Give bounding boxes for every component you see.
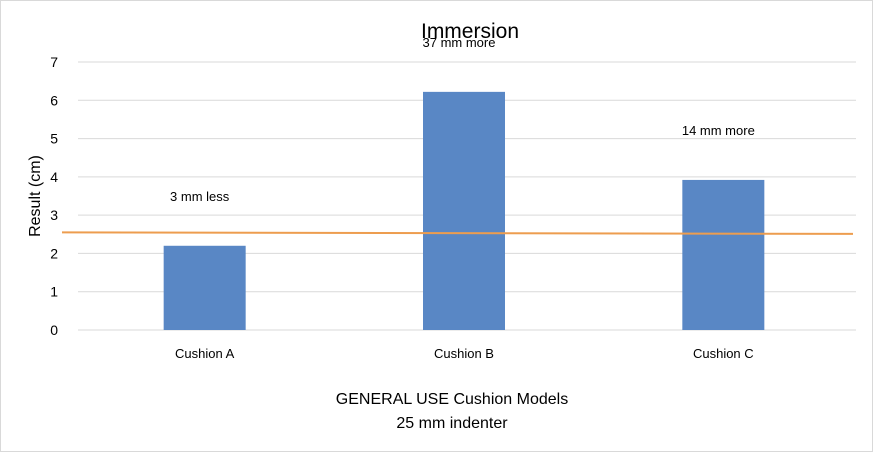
y-tick-label: 1 (50, 284, 58, 300)
bar (423, 91, 505, 330)
bar (682, 179, 765, 330)
bar-annotations: 3 mm less 37 mm more 14 mm more (170, 35, 755, 204)
y-tick-label: 6 (50, 92, 58, 108)
category-label: Cushion A (175, 346, 235, 361)
x-axis-categories: Cushion A Cushion B Cushion C (175, 346, 754, 361)
y-tick-label: 2 (50, 245, 58, 261)
reference-line-layer (61, 231, 854, 235)
bar (163, 245, 246, 330)
y-tick-label: 3 (50, 207, 58, 223)
chart-title: Immersion (421, 20, 519, 43)
bar-annotation: 37 mm more (423, 35, 496, 50)
reference-line (61, 231, 854, 235)
bar-annotation: 14 mm more (682, 123, 755, 138)
bars (163, 91, 765, 330)
y-axis-title: Result (cm) (27, 155, 44, 237)
category-label: Cushion B (434, 346, 494, 361)
x-axis-title-line-2: 25 mm indenter (396, 415, 508, 432)
y-tick-label: 4 (50, 169, 58, 185)
y-axis-ticks: 0 1 2 3 4 5 6 7 (50, 54, 58, 338)
y-tick-label: 7 (50, 54, 58, 70)
y-tick-label: 0 (50, 322, 58, 338)
category-label: Cushion C (693, 346, 754, 361)
y-tick-label: 5 (50, 131, 58, 147)
bar-annotation: 3 mm less (170, 189, 230, 204)
x-axis-title-line-1: GENERAL USE Cushion Models (336, 391, 568, 408)
